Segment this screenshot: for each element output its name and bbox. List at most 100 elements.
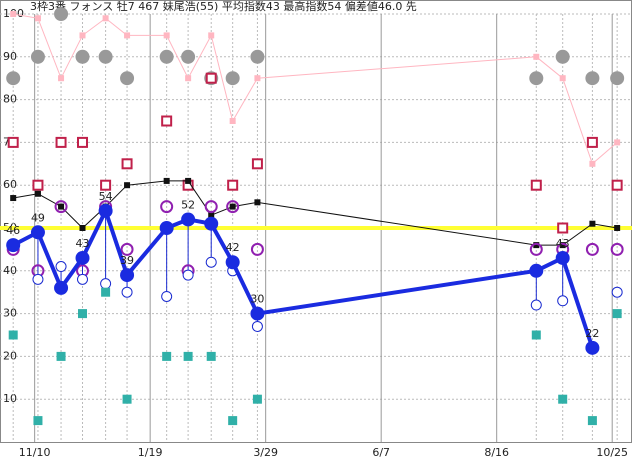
- y-tick-label: 60: [3, 178, 17, 191]
- marker: [6, 71, 21, 86]
- data-label: 22: [585, 327, 599, 340]
- marker: [533, 53, 540, 60]
- marker: [120, 71, 135, 86]
- marker: [100, 278, 112, 290]
- marker: [206, 351, 216, 361]
- marker: [30, 225, 45, 240]
- marker: [79, 225, 86, 231]
- marker: [185, 75, 192, 82]
- data-label: 42: [226, 241, 240, 254]
- marker: [160, 200, 174, 214]
- marker: [161, 115, 173, 127]
- marker: [228, 416, 238, 426]
- marker: [77, 136, 89, 148]
- marker: [529, 71, 544, 86]
- marker: [558, 394, 568, 404]
- marker: [587, 416, 597, 426]
- marker: [530, 179, 542, 191]
- marker: [121, 286, 133, 298]
- marker: [531, 330, 541, 340]
- marker: [121, 158, 133, 170]
- marker: [33, 416, 43, 426]
- data-label: 30: [250, 293, 264, 306]
- data-label: 39: [120, 254, 134, 267]
- marker: [559, 242, 566, 249]
- marker: [229, 203, 236, 210]
- marker: [585, 71, 600, 86]
- marker: [163, 32, 170, 39]
- marker: [589, 220, 596, 227]
- marker: [6, 238, 21, 253]
- marker: [555, 250, 570, 265]
- marker: [162, 351, 172, 361]
- marker: [58, 203, 65, 210]
- marker: [251, 158, 263, 170]
- data-label: 46: [6, 224, 20, 237]
- marker: [98, 203, 113, 218]
- marker: [254, 75, 261, 82]
- marker: [227, 179, 239, 191]
- marker: [56, 351, 66, 361]
- marker: [185, 177, 192, 184]
- marker: [181, 212, 196, 227]
- marker: [75, 49, 90, 64]
- marker: [585, 242, 599, 256]
- marker: [32, 179, 44, 191]
- marker: [120, 268, 135, 283]
- marker: [611, 286, 623, 298]
- marker: [75, 250, 90, 265]
- marker: [7, 136, 19, 148]
- y-tick-label: 20: [3, 349, 17, 362]
- marker: [34, 15, 41, 22]
- marker: [205, 72, 217, 84]
- marker: [159, 49, 174, 64]
- marker: [8, 330, 18, 340]
- data-label: 43: [556, 237, 570, 250]
- marker: [102, 15, 109, 22]
- chart-title: 3枠3番 フォンス 牡7 467 妹尾浩(55) 平均指数43 最高指数54 偏…: [30, 0, 417, 13]
- marker: [54, 7, 69, 21]
- marker: [533, 242, 540, 249]
- marker: [34, 190, 41, 197]
- x-tick-label: 1/19: [138, 446, 163, 459]
- marker: [250, 49, 265, 64]
- marker: [555, 49, 570, 64]
- y-tick-label: 80: [3, 93, 17, 106]
- marker: [586, 136, 598, 148]
- marker: [54, 200, 68, 214]
- marker: [204, 216, 219, 231]
- y-tick-label: 10: [3, 392, 17, 405]
- y-tick-label: 90: [3, 50, 17, 63]
- x-tick-label: 6/7: [372, 446, 390, 459]
- marker: [79, 32, 86, 39]
- marker: [208, 32, 215, 39]
- marker: [614, 225, 621, 231]
- data-label: 43: [76, 237, 90, 250]
- marker: [163, 177, 170, 184]
- marker: [529, 263, 544, 278]
- marker: [58, 75, 65, 82]
- y-tick-label: 40: [3, 264, 17, 277]
- marker: [161, 290, 173, 302]
- marker: [559, 75, 566, 82]
- x-tick-label: 3/29: [253, 446, 278, 459]
- marker: [32, 273, 44, 285]
- marker: [529, 242, 543, 256]
- marker: [226, 200, 240, 214]
- marker: [124, 32, 131, 39]
- marker: [55, 261, 67, 273]
- marker: [124, 182, 131, 189]
- marker: [122, 394, 132, 404]
- marker: [55, 136, 67, 148]
- marker: [251, 320, 263, 332]
- marker: [612, 309, 622, 319]
- marker: [100, 179, 112, 191]
- marker: [610, 242, 624, 256]
- marker: [101, 287, 111, 297]
- y-tick-label: 30: [3, 307, 17, 320]
- marker: [225, 71, 240, 86]
- marker: [557, 295, 569, 307]
- marker: [182, 269, 194, 281]
- marker: [10, 195, 17, 202]
